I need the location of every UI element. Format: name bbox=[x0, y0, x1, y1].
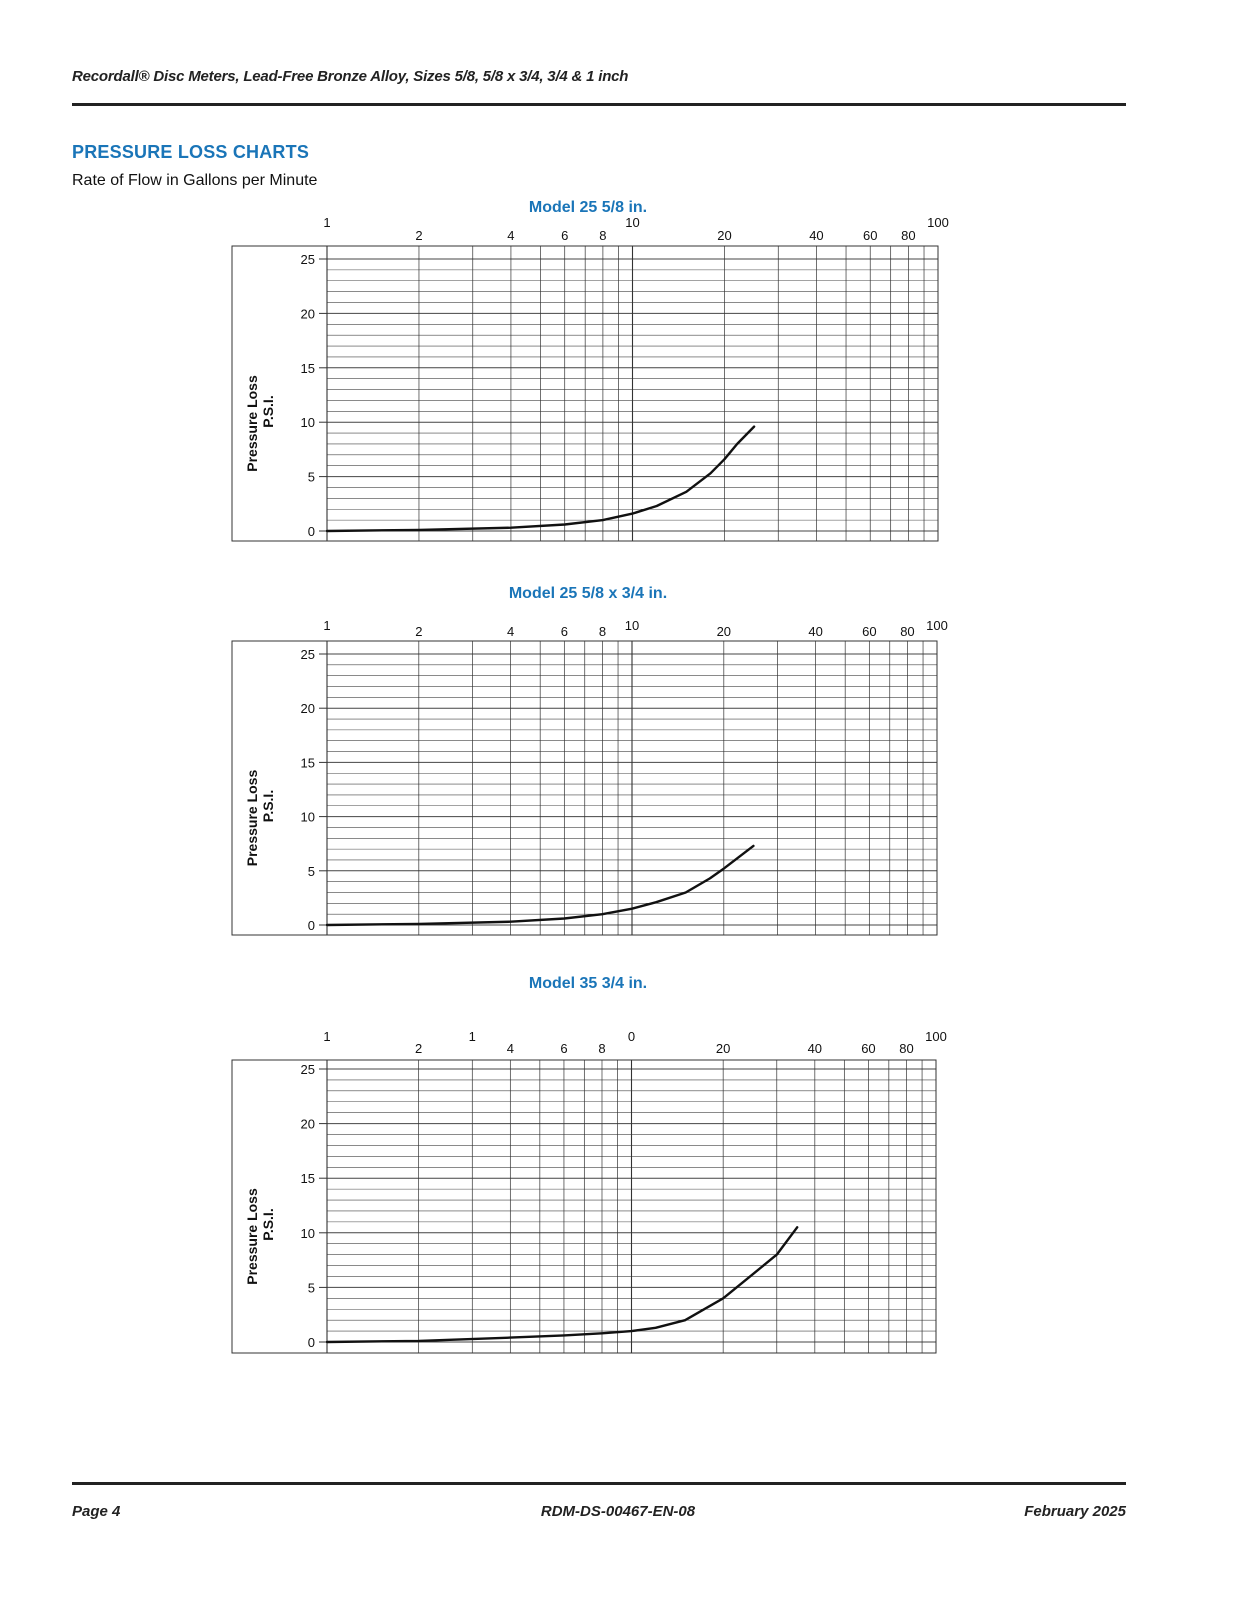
x-tick-label: 6 bbox=[560, 1041, 567, 1056]
x-tick-label: 6 bbox=[561, 228, 568, 243]
x-tick-label: 4 bbox=[507, 624, 514, 639]
y-tick-label: 0 bbox=[308, 524, 315, 539]
document-header-title: Recordall® Disc Meters, Lead-Free Bronze… bbox=[72, 68, 629, 85]
section-subtitle: Rate of Flow in Gallons per Minute bbox=[72, 172, 318, 189]
x-tick-label: 6 bbox=[561, 624, 568, 639]
y-axis-label: Pressure Loss bbox=[244, 1188, 260, 1285]
x-tick-label: 80 bbox=[900, 624, 914, 639]
x-tick-label: 100 bbox=[925, 1029, 947, 1044]
y-axis-label: Pressure Loss bbox=[244, 375, 260, 472]
x-tick-label: 4 bbox=[507, 1041, 514, 1056]
footer-rule bbox=[72, 1482, 1126, 1485]
y-tick-label: 20 bbox=[301, 701, 315, 716]
document-date: February 2025 bbox=[1024, 1503, 1126, 1520]
x-tick-label: 40 bbox=[808, 1041, 822, 1056]
x-tick-label: 20 bbox=[716, 1041, 730, 1056]
y-tick-label: 15 bbox=[301, 361, 315, 376]
chart-3-title: Model 35 3/4 in. bbox=[528, 975, 648, 992]
x-tick-label: 20 bbox=[717, 228, 731, 243]
y-axis-label: Pressure Loss bbox=[244, 770, 260, 867]
pressure-loss-chart-model-25-5-8: 0 5 10 15 20 25 1 2 4 6 8 10 20 40 60 80 100 Pressure Los… bbox=[231, 215, 949, 542]
x-tick-label: 40 bbox=[809, 228, 823, 243]
y-tick-label: 25 bbox=[301, 647, 315, 662]
header-rule bbox=[72, 103, 1126, 106]
y-tick-label: 10 bbox=[301, 415, 315, 430]
y-tick-label: 20 bbox=[301, 1117, 315, 1132]
x-tick-label: 10 bbox=[625, 215, 639, 230]
x-tick-label: 8 bbox=[599, 228, 606, 243]
y-tick-label: 0 bbox=[308, 1335, 315, 1350]
chart-2-title: Model 25 5/8 x 3/4 in. bbox=[508, 585, 668, 602]
y-tick-label: 0 bbox=[308, 918, 315, 933]
pressure-loss-curve bbox=[325, 1226, 799, 1344]
y-tick-label: 10 bbox=[301, 810, 315, 825]
y-tick-label: 25 bbox=[301, 252, 315, 267]
y-tick-label: 5 bbox=[308, 470, 315, 485]
pressure-loss-chart-model-25-5-8x3-4: 0 5 10 15 20 25 1 2 4 6 8 10 20 40 60 80 100 Pressure Los… bbox=[231, 618, 948, 936]
x-tick-label: 80 bbox=[899, 1041, 913, 1056]
section-title: PRESSURE LOSS CHARTS bbox=[72, 142, 310, 162]
pressure-loss-curve bbox=[325, 425, 756, 533]
y-tick-label: 5 bbox=[308, 1280, 315, 1295]
page-number: Page 4 bbox=[72, 1503, 121, 1520]
x-tick-label: 60 bbox=[861, 1041, 875, 1056]
pressure-loss-curve bbox=[325, 844, 755, 927]
y-axis-unit-label: P.S.I. bbox=[260, 1208, 276, 1240]
x-tick-label: 20 bbox=[717, 624, 731, 639]
y-axis-unit-label: P.S.I. bbox=[260, 395, 276, 427]
x-tick-label: 1 bbox=[323, 1029, 330, 1044]
y-tick-label: 20 bbox=[301, 306, 315, 321]
x-tick-label: 2 bbox=[415, 228, 422, 243]
document-id: RDM-DS-00467-EN-08 bbox=[540, 1503, 696, 1520]
x-tick-label: 4 bbox=[507, 228, 514, 243]
y-tick-label: 5 bbox=[308, 864, 315, 879]
chart-1-title: Model 25 5/8 in. bbox=[528, 199, 648, 216]
x-tick-label: 100 bbox=[927, 215, 949, 230]
y-tick-label: 10 bbox=[301, 1226, 315, 1241]
x-tick-label: 10 bbox=[625, 618, 639, 633]
x-tick-label: 80 bbox=[901, 228, 915, 243]
x-tick-label: 40 bbox=[808, 624, 822, 639]
x-tick-label: 1 bbox=[323, 618, 330, 633]
x-tick-label: 8 bbox=[599, 624, 606, 639]
y-tick-label: 15 bbox=[301, 755, 315, 770]
y-tick-label: 25 bbox=[301, 1062, 315, 1077]
x-tick-label: 60 bbox=[863, 228, 877, 243]
x-tick-label: 8 bbox=[598, 1041, 605, 1056]
x-tick-label: 1 bbox=[469, 1029, 476, 1044]
x-tick-label: 0 bbox=[628, 1029, 635, 1044]
x-tick-label: 1 bbox=[323, 215, 330, 230]
x-tick-label: 60 bbox=[862, 624, 876, 639]
y-axis-unit-label: P.S.I. bbox=[260, 790, 276, 822]
x-tick-label: 2 bbox=[415, 1041, 422, 1056]
x-tick-label: 100 bbox=[926, 618, 948, 633]
y-tick-label: 15 bbox=[301, 1171, 315, 1186]
x-tick-label: 2 bbox=[415, 624, 422, 639]
